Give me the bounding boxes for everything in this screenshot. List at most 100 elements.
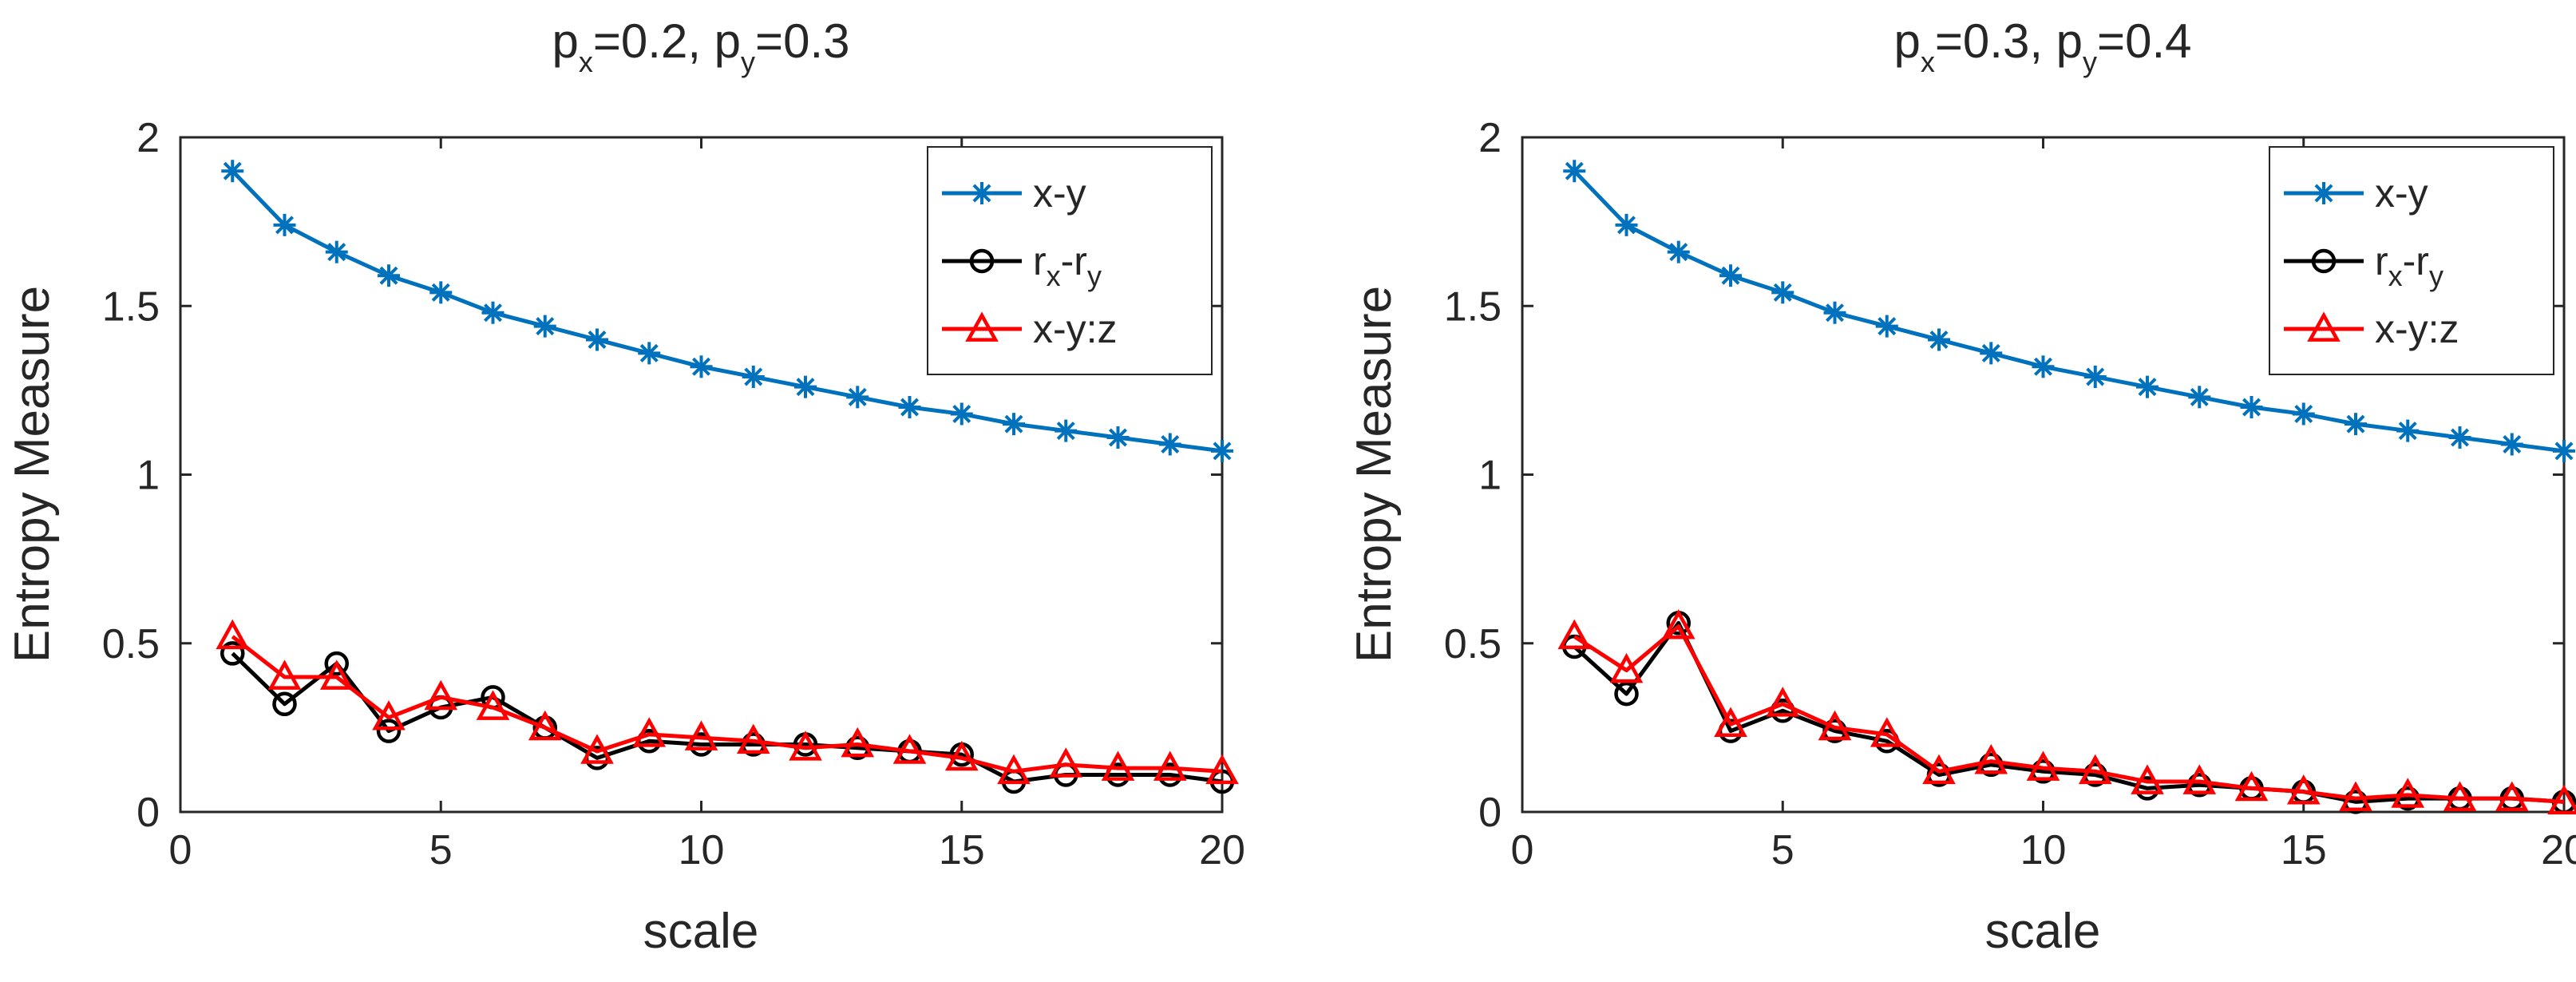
chart-title: px=0.3, py=0.4: [1894, 14, 2192, 78]
data-point-x-y:z-15: [2286, 774, 2321, 805]
data-point-x-y:z-14: [2234, 770, 2269, 802]
data-point-rx-ry-2: [1614, 681, 1639, 707]
x-tick-label: 0: [169, 827, 192, 873]
legend-swatch-marker: [965, 311, 999, 342]
y-tick-label: 0.5: [102, 621, 160, 667]
y-tick-label: 0: [1478, 790, 1502, 836]
legend-text-part: x-y: [1033, 171, 1086, 216]
x-tick-label: 0: [1511, 827, 1534, 873]
y-tick-label: 2: [137, 115, 160, 161]
data-point-x-y-19: [2500, 433, 2523, 456]
legend-swatch-marker: [969, 248, 995, 274]
data-point-x-y:z-10: [684, 720, 718, 750]
legend-text-part: r: [2375, 239, 2388, 283]
x-tick-label: 20: [2541, 827, 2576, 873]
legend-text-sub: x: [2388, 259, 2403, 292]
data-point-rx-ry-3: [324, 651, 349, 676]
data-point-x-y-2: [1615, 213, 1638, 236]
data-point-x-y-13: [2188, 386, 2211, 409]
data-point-x-y-14: [2240, 396, 2263, 418]
title-sub-x: x: [1921, 46, 1935, 78]
data-point-x-y:z-11: [736, 723, 770, 754]
data-marks: [216, 160, 1239, 794]
x-tick-label: 10: [2020, 827, 2067, 873]
legend-rows: x-y rx-ry x-y:z: [942, 171, 1118, 351]
legend-swatch-marker: [2311, 248, 2337, 274]
data-point-x-y-2: [273, 213, 296, 236]
data-point-x-y-12: [2136, 375, 2159, 398]
legend-label: rx-ry: [2375, 239, 2443, 292]
data-point-x-y:z-18: [2443, 781, 2477, 811]
legend-label: rx-ry: [1033, 239, 1102, 292]
data-point-x-y:z-5: [424, 679, 458, 711]
legend-text-part: x-y:z: [2375, 307, 2459, 351]
y-axis-label: Entropy Measure: [5, 286, 60, 663]
title-sub-y: y: [2083, 46, 2097, 78]
data-point-x-y-19: [1158, 433, 1181, 456]
data-point-x-y:z-6: [476, 690, 510, 720]
data-point-x-y-4: [1719, 264, 1742, 287]
data-point-x-y-7: [533, 315, 556, 338]
x-tick-label: 5: [429, 827, 453, 873]
data-point-x-y:z-9: [632, 717, 667, 747]
legend-swatch-marker: [2313, 182, 2335, 204]
legend-swatch-marker: [2307, 311, 2341, 342]
data-point-x-y-20: [2553, 439, 2575, 462]
data-point-rx-ry-1: [220, 641, 245, 666]
data-point-x-y-12: [794, 375, 817, 398]
legend: x-y rx-ry x-y:z: [2269, 146, 2554, 375]
data-point-x-y:z-8: [580, 734, 614, 764]
y-tick-label: 0.5: [1444, 621, 1502, 667]
legend-text-sub: y: [1087, 259, 1102, 292]
title-part-4: =0.4: [2097, 14, 2191, 68]
data-point-x-y-18: [2448, 426, 2471, 449]
legend-item-x-y:z: x-y:z: [2284, 307, 2459, 351]
y-tick-label: 1: [137, 453, 160, 499]
data-point-x-y-8: [1928, 328, 1950, 351]
data-point-x-y:z-13: [2182, 764, 2217, 794]
data-point-x-y:z-19: [1153, 750, 1187, 781]
legend-item-x-y:z: x-y:z: [942, 307, 1118, 351]
data-point-x-y:z-3: [319, 659, 354, 690]
data-point-x-y-18: [1106, 426, 1130, 449]
legend: x-y rx-ry x-y:z: [927, 146, 1213, 375]
data-point-x-y-3: [325, 240, 348, 263]
y-tick-label: 0: [137, 790, 160, 836]
x-axis-label: scale: [1985, 904, 2101, 959]
x-tick-label: 15: [2281, 827, 2327, 873]
data-point-x-y-16: [1003, 413, 1025, 436]
legend-item-rx-ry: rx-ry: [942, 239, 1102, 292]
data-point-x-y-20: [1211, 439, 1233, 462]
legend-text-part: r: [1033, 239, 1047, 283]
data-point-x-y:z-12: [2131, 764, 2164, 794]
data-point-x-y-6: [481, 301, 505, 324]
title-sub-x: x: [579, 46, 593, 78]
data-point-x-y-5: [1771, 281, 1794, 304]
data-point-x-y:z-20: [2547, 784, 2576, 815]
legend-text-part: -r: [1061, 239, 1087, 283]
data-point-x-y-11: [2083, 365, 2107, 388]
data-point-x-y:z-9: [1974, 743, 2008, 774]
data-point-x-y:z-10: [2026, 750, 2060, 781]
title-sub-y: y: [741, 46, 755, 78]
data-point-x-y-13: [846, 386, 869, 409]
legend-item-x-y: x-y: [2284, 171, 2428, 216]
y-tick-label: 1: [1478, 453, 1502, 499]
legend-swatch-marker: [971, 182, 993, 204]
axes-ticks: 0 5 10 15 20 0 0.5 1 1.5 2: [1444, 115, 2576, 873]
data-point-x-y:z-16: [997, 754, 1031, 785]
data-point-x-y-1: [221, 160, 244, 183]
y-tick-label: 2: [1478, 115, 1502, 161]
data-point-x-y:z-1: [1557, 619, 1592, 650]
data-point-x-y-4: [378, 264, 400, 287]
legend-text-part: x-y:z: [1033, 307, 1118, 351]
title-part-2: =0.2, p: [593, 14, 741, 68]
legend-text-part: -r: [2403, 239, 2429, 283]
data-point-x-y:z-2: [267, 659, 302, 690]
legend-text-sub: x: [1047, 259, 1061, 292]
axes-ticks: 0 5 10 15 20 0 0.5 1 1.5 2: [102, 115, 1245, 873]
data-point-x-y:z-17: [1049, 747, 1083, 778]
data-point-x-y:z-6: [1818, 710, 1852, 741]
